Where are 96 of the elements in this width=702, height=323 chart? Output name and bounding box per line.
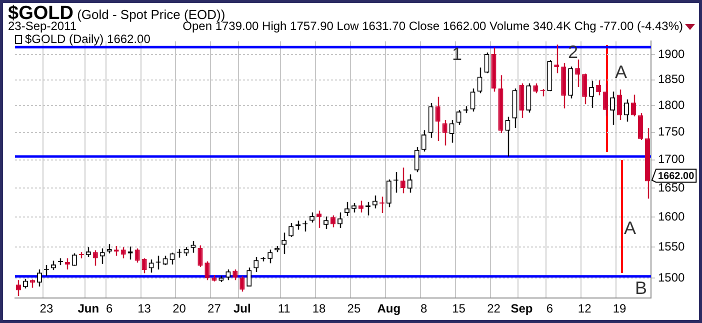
candlestick	[526, 82, 532, 114]
candlestick	[351, 202, 356, 214]
candlestick	[435, 96, 440, 142]
candlestick	[400, 167, 406, 194]
candlestick	[240, 276, 245, 292]
x-tick-label: 19	[612, 302, 627, 316]
x-tick-label: Sep	[510, 302, 533, 316]
candlestick	[310, 212, 315, 224]
candlestick	[254, 256, 259, 273]
candlestick	[72, 252, 77, 266]
y-tick-label: 1600	[658, 209, 686, 224]
candlestick	[519, 82, 524, 118]
candlestick	[617, 88, 622, 121]
candlestick	[407, 174, 412, 194]
candlestick	[484, 52, 490, 74]
x-tick-label: 20	[172, 302, 186, 316]
x-tick-label: 8	[420, 302, 428, 316]
candlestick	[414, 146, 420, 173]
chart-subtitle: (Gold - Spot Price (EOD))	[77, 7, 226, 22]
y-tick-label: 1700	[658, 152, 686, 166]
candlestick	[268, 249, 273, 264]
y-tick-label: 1850	[658, 72, 686, 86]
y-tick-label: 1800	[658, 98, 686, 112]
y-tick-label: 1750	[658, 124, 686, 139]
candlestick	[204, 260, 210, 281]
candlestick	[358, 200, 364, 214]
candlestick	[106, 244, 112, 254]
candlestick	[449, 119, 454, 144]
candlestick	[170, 252, 175, 266]
candlestick	[190, 240, 196, 254]
y-tick-label: 1550	[658, 240, 686, 254]
candlestick	[64, 258, 70, 270]
x-tick-label: 23	[40, 302, 54, 316]
candlestick	[596, 80, 602, 96]
candlestick	[142, 258, 147, 274]
x-tick-label: 13	[138, 302, 152, 316]
candlestick	[92, 250, 98, 266]
x-tick-label: 6	[546, 302, 554, 316]
x-tick-label: 22	[487, 302, 501, 316]
candlestick	[16, 280, 22, 297]
candlestick	[533, 82, 538, 94]
x-tick-label: Jun	[78, 302, 100, 316]
x-tick-label: 18	[312, 302, 326, 316]
candlestick	[282, 232, 287, 255]
candlestick	[316, 210, 322, 228]
text: 23-Sep-2011	[8, 19, 76, 33]
candlestick	[148, 258, 154, 274]
candlestick	[226, 268, 231, 281]
y-tick-label: 1500	[658, 270, 686, 285]
candlestick	[323, 216, 329, 230]
candlestick	[386, 178, 392, 208]
candlestick	[442, 119, 448, 146]
x-tick-label: 12	[578, 302, 592, 316]
candlestick	[610, 91, 616, 126]
candlestick	[344, 201, 350, 217]
candlestick	[372, 194, 378, 209]
x-tick-label: 6	[106, 302, 114, 316]
candlestick	[134, 248, 140, 264]
candlestick	[100, 248, 105, 264]
candlestick	[120, 246, 126, 259]
x-tick-label: Jul	[233, 302, 251, 316]
candlestick	[505, 116, 510, 158]
candlestick	[575, 58, 580, 88]
candlestick	[198, 244, 203, 268]
x-tick-label: 11	[278, 302, 291, 316]
annotation: A	[624, 218, 636, 238]
candlestick	[638, 112, 644, 141]
x-tick-label: 25	[347, 302, 361, 316]
candlestick	[86, 246, 91, 258]
candlestick	[246, 266, 252, 288]
candlestick	[22, 278, 28, 289]
candlestick	[337, 212, 343, 228]
annotation: B	[634, 278, 648, 298]
y-tick-label: 1900	[658, 46, 686, 61]
candlestick	[421, 130, 426, 152]
x-tick-label: 27	[208, 302, 222, 316]
candlestick	[589, 80, 594, 108]
text: 1662.00	[658, 170, 695, 182]
candlestick	[582, 73, 588, 105]
x-tick-label: Aug	[377, 302, 401, 316]
candlestick	[477, 66, 482, 94]
annotation: 1	[452, 44, 462, 64]
candlestick	[624, 98, 630, 122]
y-tick-label: 1650	[658, 180, 686, 194]
x-tick-label: 15	[452, 302, 466, 316]
annotation: $GOLD (Daily) 1662.00	[25, 32, 150, 46]
candlestick	[162, 255, 168, 266]
candlestick	[330, 214, 336, 228]
candlestick	[554, 44, 560, 74]
annotation: A	[614, 62, 628, 82]
candlestick	[456, 109, 462, 126]
candlestick	[470, 88, 476, 112]
candlestick	[36, 268, 42, 288]
candlestick	[288, 222, 294, 238]
candlestick	[232, 268, 238, 281]
candlestick	[631, 94, 636, 117]
